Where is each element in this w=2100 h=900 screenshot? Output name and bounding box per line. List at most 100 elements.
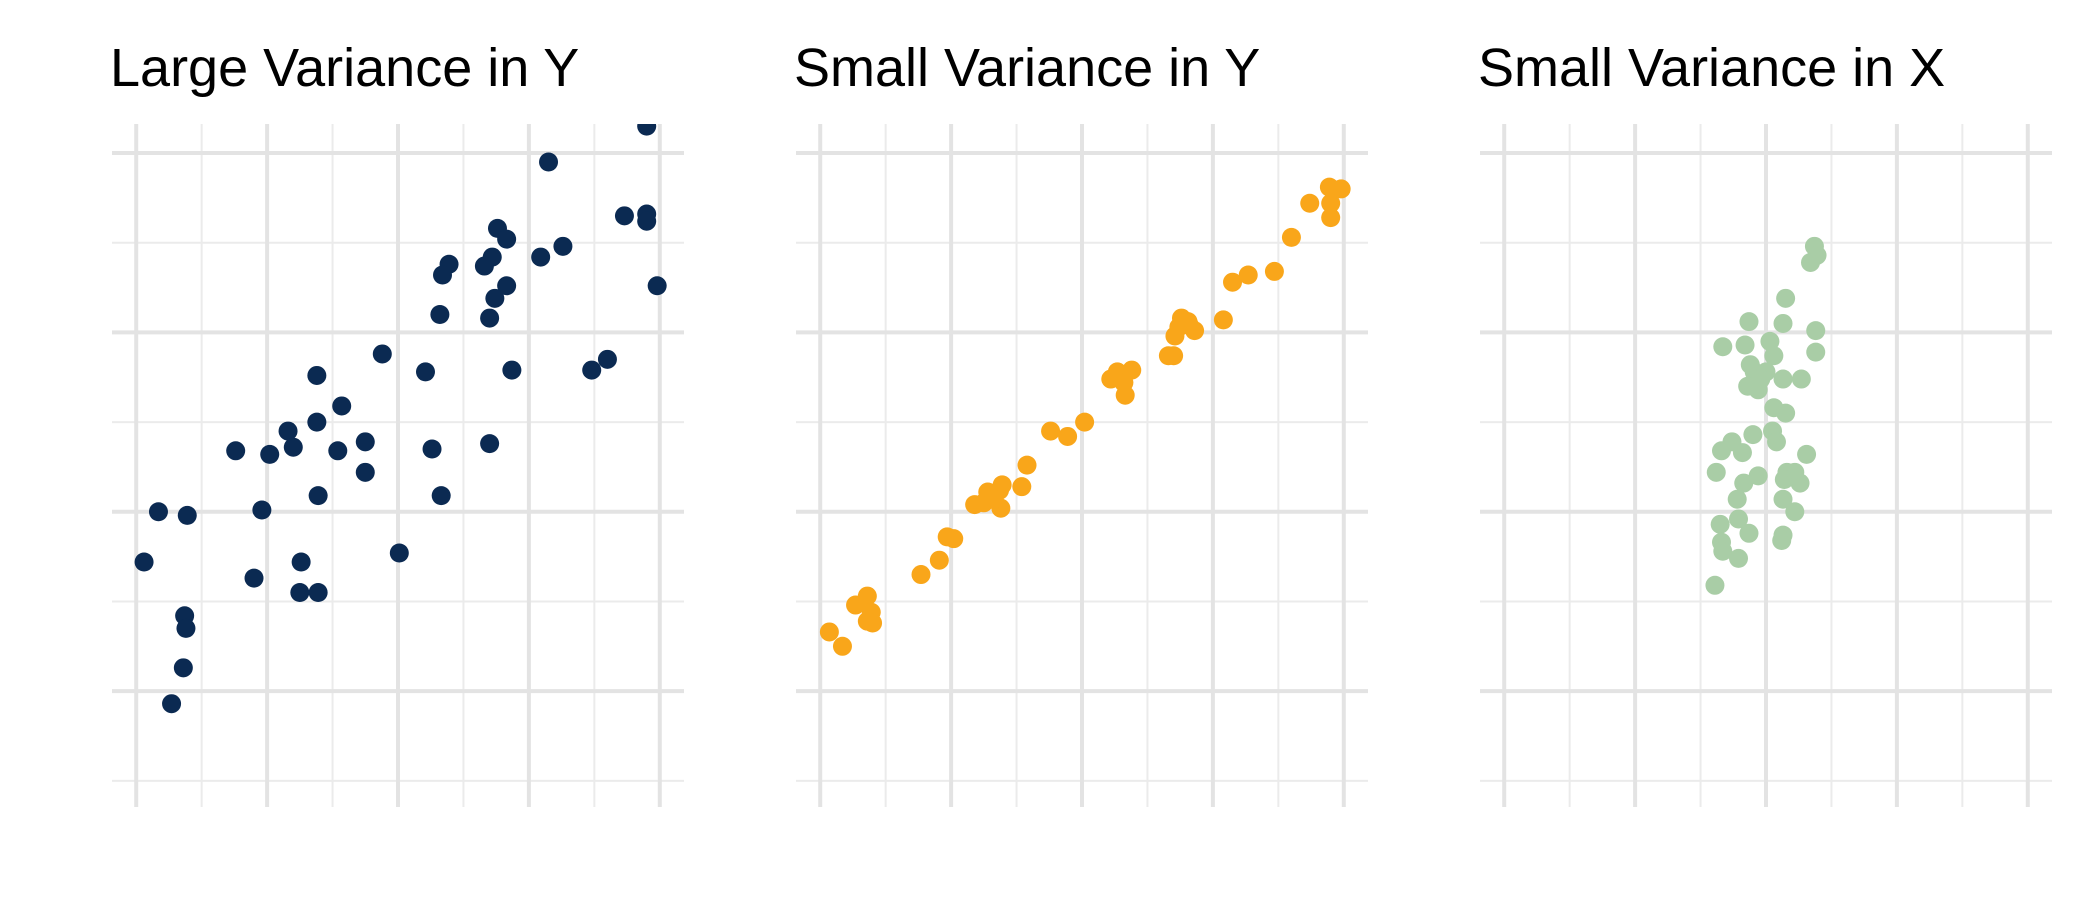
scatter-point xyxy=(497,229,517,249)
scatter-point xyxy=(1806,321,1826,341)
scatter-point xyxy=(1760,331,1780,351)
scatter-point xyxy=(290,582,310,602)
scatter-point xyxy=(1705,575,1725,595)
scatter-point xyxy=(307,365,327,385)
scatter-point xyxy=(1748,380,1768,400)
panel-title: Large Variance in Y xyxy=(110,38,579,98)
scatter-point xyxy=(1012,477,1032,497)
scatter-point xyxy=(308,582,328,602)
scatter-point xyxy=(992,475,1012,495)
scatter-point xyxy=(433,265,453,285)
panel: Small Variance in X xyxy=(1478,38,2052,807)
scatter-point xyxy=(531,247,551,267)
scatter-point xyxy=(1058,426,1078,446)
scatter-point xyxy=(1773,489,1793,509)
scatter-point xyxy=(1735,335,1755,355)
scatter-point xyxy=(1748,466,1768,486)
scatter-point xyxy=(1223,272,1243,292)
scatter-point xyxy=(647,276,667,296)
scatter-point xyxy=(1179,315,1199,335)
scatter-point xyxy=(1710,514,1730,534)
scatter-point xyxy=(1797,444,1817,464)
scatter-point xyxy=(260,444,280,464)
scatter-point xyxy=(832,636,852,656)
scatter-point xyxy=(485,288,505,308)
scatter-point xyxy=(1729,548,1749,568)
scatter-point xyxy=(1706,462,1726,482)
scatter-point xyxy=(1115,385,1135,405)
scatter-point xyxy=(291,552,311,572)
scatter-point xyxy=(173,658,193,678)
scatter-point xyxy=(1238,265,1258,285)
scatter-point xyxy=(1331,179,1351,199)
scatter-point xyxy=(1774,469,1794,489)
scatter-point xyxy=(1713,541,1733,561)
scatter-point xyxy=(372,344,392,364)
scatter-point xyxy=(355,462,375,482)
scatter-point xyxy=(431,486,451,506)
scatter-point xyxy=(1713,337,1733,357)
scatter-point xyxy=(415,362,435,382)
scatter-point xyxy=(1321,193,1341,213)
scatter-point xyxy=(1773,313,1793,333)
scatter-point xyxy=(819,622,839,642)
scatter-point xyxy=(1790,473,1810,493)
scatter-point xyxy=(1776,288,1796,308)
scatter-point xyxy=(944,529,964,549)
scatter-point xyxy=(177,505,197,525)
scatter-point xyxy=(1075,412,1095,432)
scatter-point xyxy=(1764,346,1784,366)
scatter-point xyxy=(226,441,246,461)
scatter-point xyxy=(911,565,931,585)
scatter-point xyxy=(1801,252,1821,272)
points-layer xyxy=(134,124,667,714)
scatter-point xyxy=(553,236,573,256)
scatter-point xyxy=(1739,312,1759,332)
scatter-point xyxy=(582,360,602,380)
panel: Small Variance in Y xyxy=(794,38,1368,807)
scatter-point xyxy=(1772,530,1792,550)
scatter-point xyxy=(422,439,442,459)
scatter-point xyxy=(1300,193,1320,213)
scatter-point xyxy=(1766,432,1786,452)
panel: Large Variance in Y xyxy=(110,38,684,807)
scatter-point xyxy=(1734,473,1754,493)
scatter-point xyxy=(278,421,298,441)
panel-title: Small Variance in X xyxy=(1478,38,1945,98)
scatter-point xyxy=(1727,489,1747,509)
scatter-point xyxy=(863,613,883,633)
scatter-point xyxy=(1264,261,1284,281)
scatter-point xyxy=(1806,342,1826,362)
scatter-point xyxy=(929,550,949,570)
scatter-point xyxy=(1732,443,1752,463)
scatter-point xyxy=(244,568,264,588)
scatter-point xyxy=(1729,509,1749,529)
scatter-point xyxy=(283,437,303,457)
scatter-point xyxy=(148,502,168,522)
scatter-point xyxy=(1785,502,1805,522)
scatter-point xyxy=(1041,421,1061,441)
scatter-point xyxy=(857,586,877,606)
scatter-point xyxy=(480,434,500,454)
scatter-point xyxy=(1213,310,1233,330)
scatter-point xyxy=(474,256,494,276)
scatter-point xyxy=(1711,441,1731,461)
scatter-point xyxy=(1017,455,1037,475)
scatter-point xyxy=(355,432,375,452)
scatter-point xyxy=(497,276,517,296)
scatter-point xyxy=(502,360,522,380)
scatter-point xyxy=(1321,208,1341,228)
scatter-point xyxy=(539,152,559,172)
scatter-point xyxy=(1776,403,1796,423)
scatter-point xyxy=(252,500,272,520)
panel-title: Small Variance in Y xyxy=(794,38,1260,98)
scatter-point xyxy=(1739,523,1759,543)
scatter-point xyxy=(637,211,657,231)
scatter-point xyxy=(332,396,352,416)
scatter-point xyxy=(614,206,634,226)
scatter-point xyxy=(480,308,500,328)
scatter-point xyxy=(176,618,196,638)
scatter-point xyxy=(1791,369,1811,389)
scatter-point xyxy=(1164,346,1184,366)
